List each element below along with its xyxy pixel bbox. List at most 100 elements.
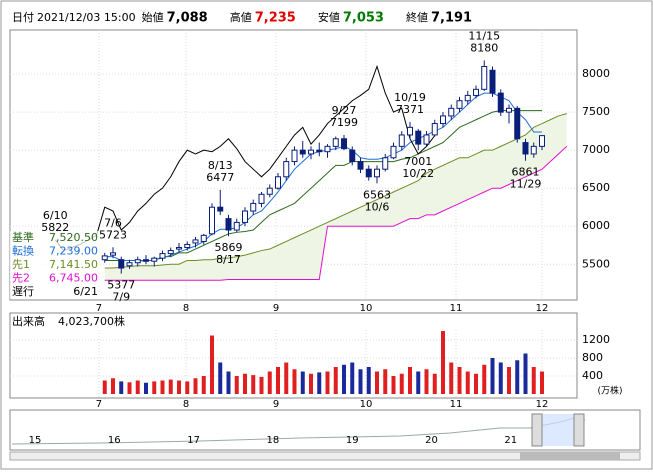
indicator-line [104, 110, 542, 261]
volume-bar [333, 367, 338, 394]
candle-body [341, 138, 347, 150]
candle-body [481, 66, 488, 90]
volume-bar [474, 373, 478, 394]
navigator-label: 15 [29, 435, 42, 446]
candle-body [440, 115, 446, 125]
navigator-handle-left[interactable] [531, 413, 543, 447]
candle-body [530, 145, 537, 155]
volume-bar [193, 378, 198, 394]
volume-bar [177, 380, 181, 394]
candle-body [489, 69, 496, 94]
month-label: 10 [360, 303, 373, 314]
month-label: 12 [536, 399, 549, 410]
navigator-window[interactable] [537, 414, 577, 446]
candle-body [134, 259, 141, 264]
candle-body [110, 252, 116, 256]
scrollbar[interactable] [9, 451, 641, 461]
volume-bar [119, 381, 124, 394]
y-tick-label: 6500 [582, 181, 610, 194]
y-tick-label: 7000 [582, 143, 610, 156]
volume-bar [342, 364, 346, 394]
candle-body [316, 149, 323, 153]
volume-total: 4,023,700株 [58, 314, 125, 328]
volume-tick-label: 1200 [582, 333, 610, 346]
volume-bar [498, 362, 503, 394]
volume-bar [210, 335, 214, 394]
volume-bar [144, 382, 148, 394]
annotation-value: 5869 [215, 241, 243, 254]
annotation-value: 7371 [396, 103, 424, 116]
volume-bar [251, 375, 256, 394]
candle-body [473, 88, 479, 96]
volume-bar [482, 364, 487, 394]
volume-title: 出来高 [12, 314, 45, 328]
price-panel [9, 29, 578, 301]
volume-bar [350, 362, 355, 394]
legend-value: 7,141.50 [49, 258, 98, 271]
candle-body [143, 259, 149, 262]
annotation-value: 7199 [330, 116, 358, 129]
legend-value: 6,745.00 [49, 272, 98, 285]
month-label: 11 [450, 399, 463, 410]
volume-bar [457, 367, 462, 394]
scrollbar-thumb[interactable] [520, 452, 620, 460]
annotation-date: 10/6 [365, 200, 390, 213]
volume-bar [432, 373, 437, 394]
volume-bar [399, 373, 404, 394]
candle-body [242, 210, 248, 223]
volume-bar [309, 373, 313, 394]
annotation-value: 8180 [470, 41, 498, 54]
annotation-date: 7/9 [112, 291, 130, 304]
annotation-value: 7001 [404, 155, 432, 168]
header-value: 2021/12/03 15:00 [37, 11, 136, 24]
annotation-value: 5723 [99, 228, 127, 241]
y-tick-label: 5500 [582, 257, 610, 270]
month-label: 8 [183, 303, 189, 314]
candle-body [258, 193, 265, 204]
legend-name: 先1 [12, 258, 30, 271]
volume-bar [391, 376, 396, 394]
navigator-label: 19 [346, 435, 359, 446]
volume-bar [300, 371, 305, 394]
candle-body [374, 168, 380, 178]
annotation-value: 6477 [206, 171, 234, 184]
indicator-line [54, 64, 436, 252]
candle-body [184, 243, 191, 249]
annotation-date: 8/13 [208, 159, 233, 172]
volume-bar [449, 362, 454, 394]
month-label: 12 [536, 303, 549, 314]
navigator-label: 18 [267, 435, 280, 446]
volume-bar [490, 358, 495, 394]
legend-box [10, 231, 100, 299]
volume-bar [168, 379, 173, 394]
month-label: 8 [183, 399, 189, 410]
candle-body [233, 221, 240, 231]
candle-body [266, 187, 273, 195]
header-label: 安値 [318, 10, 340, 24]
indicator-line [104, 145, 568, 281]
volume-bar [366, 367, 371, 394]
annotation-date: 8/17 [216, 253, 241, 266]
volume-bar [375, 371, 379, 394]
volume-bar [243, 373, 247, 394]
candle-body [390, 145, 397, 159]
month-label: 10 [360, 399, 373, 410]
navigator-label: 21 [504, 435, 517, 446]
candle-body [192, 239, 199, 244]
volume-bar [226, 371, 231, 394]
annotation-date: 10/22 [402, 167, 434, 180]
annotation-value: 5822 [41, 221, 69, 234]
volume-bar [234, 376, 239, 394]
month-label: 9 [273, 303, 279, 314]
candle-body [423, 134, 430, 145]
candle-body [101, 255, 108, 261]
candle-body [209, 206, 215, 235]
candle-body [299, 149, 306, 155]
volume-bar [111, 378, 115, 394]
volume-bar [218, 362, 223, 394]
volume-bar [465, 371, 470, 394]
candle-body [225, 218, 232, 231]
navigator-handle-right[interactable] [573, 413, 585, 447]
candle-body [407, 126, 413, 136]
